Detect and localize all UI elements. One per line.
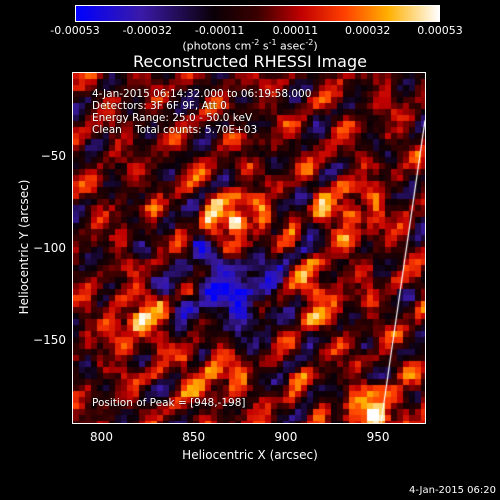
y-tick-label: −50 — [40, 149, 66, 164]
x-tick-label: 800 — [90, 430, 113, 444]
y-tick-label: −100 — [33, 241, 66, 255]
clean-annotation: Clean Total counts: 5.70E+03 — [92, 124, 258, 136]
heatmap-image — [73, 73, 425, 423]
x-axis-label: Heliocentric X (arcsec) — [182, 448, 318, 462]
colorbar-tick-label: -0.00011 — [194, 24, 245, 37]
colorbar — [75, 5, 440, 22]
y-tick-label: −150 — [33, 332, 66, 347]
time-range-annotation: 4-Jan-2015 06:14:32.000 to 06:19:58.000 — [92, 88, 312, 100]
colorbar-tick-label: 0.00053 — [417, 24, 463, 37]
colorbar-unit-label: (photons cm-2 s-1 asec-2) — [182, 38, 318, 53]
detectors-annotation: Detectors: 3F 6F 9F, Att 0 — [92, 100, 227, 112]
footer-date: 4-Jan-2015 06:20 — [409, 485, 496, 496]
chart-title: Reconstructed RHESSI Image — [133, 52, 367, 71]
plot-area — [72, 72, 426, 424]
peak-annotation: Position of Peak = [948,-198] — [92, 397, 246, 409]
colorbar-tick-label: 0.00011 — [272, 24, 319, 37]
x-tick-label: 900 — [274, 430, 298, 444]
colorbar-tick-label: -0.00053 — [50, 24, 100, 37]
x-tick-label: 950 — [366, 430, 390, 444]
y-axis-label: Heliocentric Y (arcsec) — [17, 179, 31, 315]
energy-annotation: Energy Range: 25.0 - 50.0 keV — [92, 112, 253, 124]
colorbar-tick-label: 0.00032 — [344, 24, 391, 37]
x-tick-label: 850 — [182, 430, 206, 444]
colorbar-tick-label: -0.00032 — [122, 24, 173, 37]
